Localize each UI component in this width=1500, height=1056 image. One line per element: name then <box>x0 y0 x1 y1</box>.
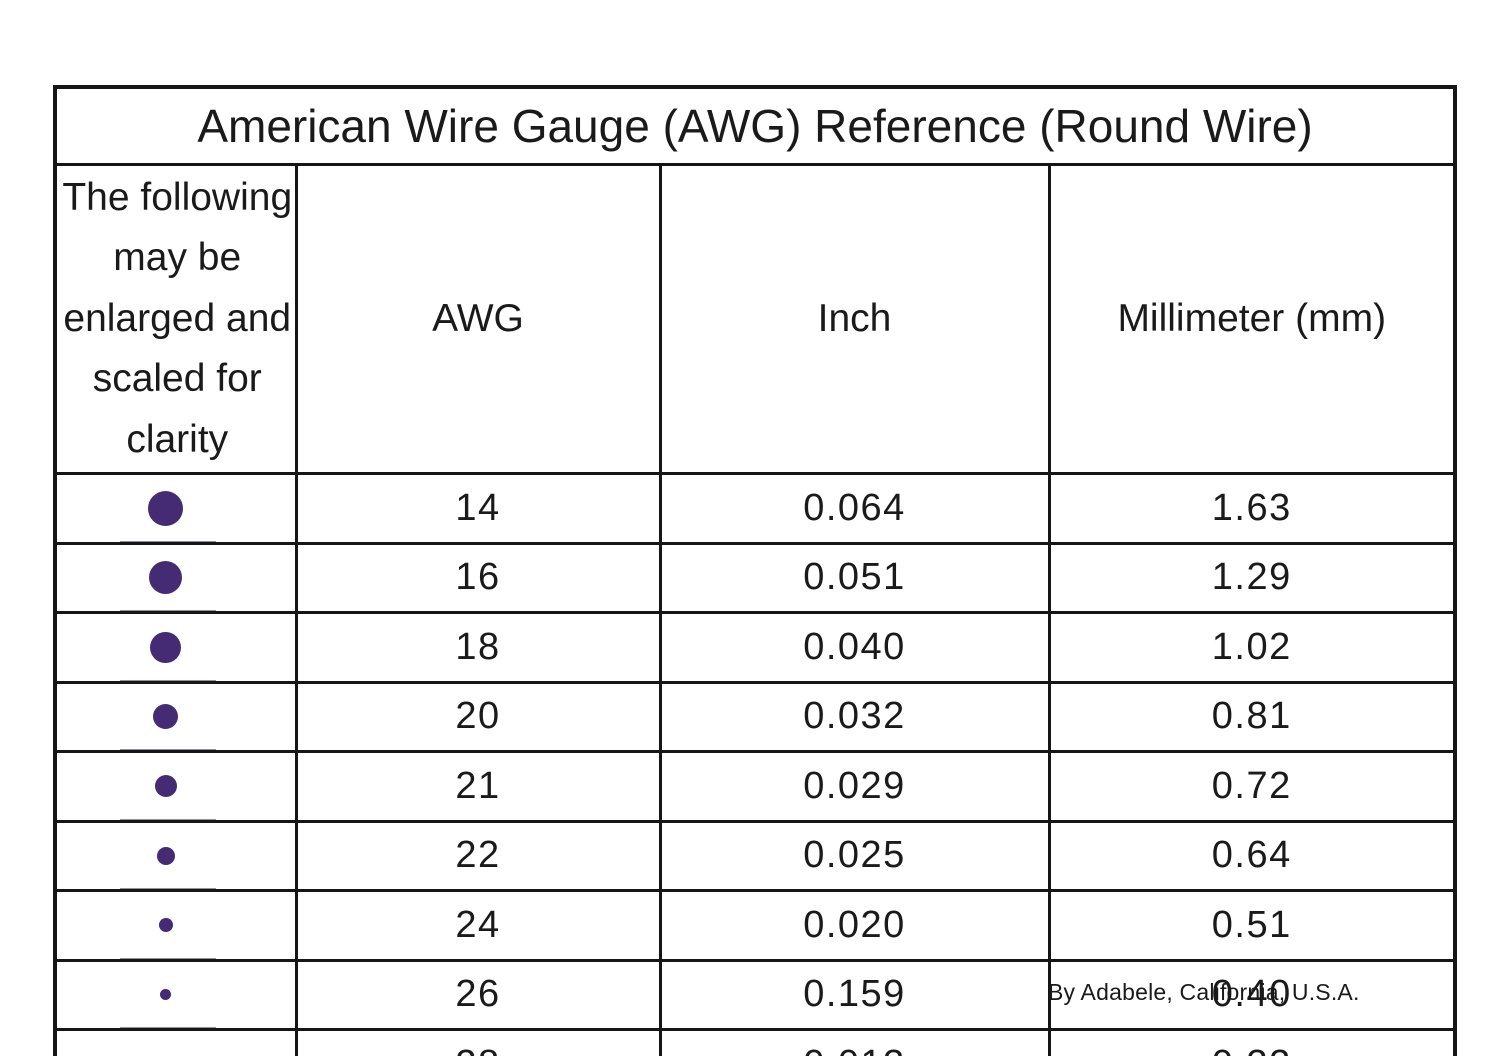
inch-value: 0.025 <box>658 819 1051 893</box>
mm-value: 0.64 <box>1047 819 1457 893</box>
wire-dot-icon <box>149 561 183 595</box>
scale-note: The following may be enlarged and scaled… <box>53 162 298 476</box>
table-row: 14 0.064 1.63 <box>53 472 1457 545</box>
table-body: American Wire Gauge (AWG) Reference (Rou… <box>53 85 1457 1056</box>
awg-value: 28 <box>294 1028 662 1056</box>
wire-size-dot-cell <box>53 611 298 684</box>
awg-reference-table: American Wire Gauge (AWG) Reference (Rou… <box>53 85 1458 1056</box>
wire-dot-icon <box>158 918 173 933</box>
inch-value: 0.064 <box>658 472 1051 545</box>
mm-value: 0.51 <box>1047 889 1457 962</box>
wire-dot-icon <box>153 704 179 730</box>
awg-value: 18 <box>294 611 662 684</box>
mm-value: 0.72 <box>1047 750 1457 823</box>
mm-value: 1.63 <box>1047 472 1457 545</box>
wire-dot-icon <box>154 775 177 798</box>
awg-value: 16 <box>294 541 662 615</box>
wire-dot-icon <box>160 989 172 1001</box>
inch-value: 0.013 <box>658 1028 1051 1056</box>
awg-value: 26 <box>294 958 662 1032</box>
inch-value: 0.040 <box>658 611 1051 684</box>
awg-value: 20 <box>294 680 662 754</box>
wire-dot-icon <box>156 846 175 865</box>
column-header-inch: Inch <box>658 162 1051 476</box>
mm-value: 0.40 <box>1047 958 1457 1032</box>
mm-value: 0.81 <box>1047 680 1457 754</box>
title-row: American Wire Gauge (AWG) Reference (Rou… <box>53 85 1457 166</box>
header-row: The following may be enlarged and scaled… <box>53 162 1457 476</box>
table-row: 20 0.032 0.81 <box>53 680 1457 754</box>
wire-size-dot-cell <box>53 1028 298 1056</box>
inch-value: 0.051 <box>658 541 1051 615</box>
awg-value: 14 <box>294 472 662 545</box>
inch-value: 0.159 <box>658 958 1051 1032</box>
wire-size-dot-cell <box>53 472 298 545</box>
table-row: 18 0.040 1.02 <box>53 611 1457 684</box>
page-title: American Wire Gauge (AWG) Reference (Rou… <box>53 85 1457 166</box>
mm-value: 0.32 <box>1047 1028 1457 1056</box>
table-row: 26 0.159 0.40 <box>53 958 1457 1032</box>
wire-size-dot-cell <box>53 889 298 962</box>
awg-reference-table-wrap: American Wire Gauge (AWG) Reference (Rou… <box>53 85 1458 1056</box>
mm-value: 1.29 <box>1047 541 1457 615</box>
inch-value: 0.032 <box>658 680 1051 754</box>
table-row: 22 0.025 0.64 <box>53 819 1457 893</box>
wire-dot-icon <box>148 490 184 526</box>
wire-size-dot-cell <box>53 750 298 823</box>
credit-text: By Adabele, California, U.S.A. <box>1048 979 1360 1005</box>
inch-value: 0.020 <box>658 889 1051 962</box>
awg-value: 22 <box>294 819 662 893</box>
wire-size-dot-cell <box>53 680 298 754</box>
wire-dot-icon <box>150 631 182 663</box>
wire-size-dot-cell <box>53 958 298 1032</box>
awg-value: 24 <box>294 889 662 962</box>
table-row: 24 0.020 0.51 <box>53 889 1457 962</box>
column-header-millimeter: Millimeter (mm) <box>1047 162 1457 476</box>
table-row: 28 0.013 0.32 <box>53 1028 1457 1056</box>
table-row: 16 0.051 1.29 <box>53 541 1457 615</box>
wire-size-dot-cell <box>53 819 298 893</box>
column-header-awg: AWG <box>294 162 662 476</box>
table-row: 21 0.029 0.72 <box>53 750 1457 823</box>
mm-value: 1.02 <box>1047 611 1457 684</box>
awg-value: 21 <box>294 750 662 823</box>
wire-size-dot-cell <box>53 541 298 615</box>
inch-value: 0.029 <box>658 750 1051 823</box>
